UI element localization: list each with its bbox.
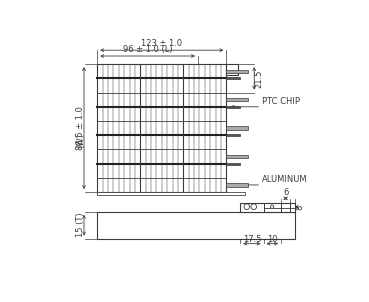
Text: PTC CHIP: PTC CHIP [262, 97, 300, 106]
Bar [97, 64, 226, 192]
Text: 123 ± 1.0: 123 ± 1.0 [141, 39, 182, 48]
Text: 8: 8 [296, 204, 304, 210]
Bar [226, 70, 248, 73]
Bar [226, 155, 248, 158]
Bar [97, 192, 245, 195]
Text: 6: 6 [283, 188, 288, 197]
Text: (W): (W) [76, 133, 85, 148]
Bar [226, 134, 240, 136]
Text: ALUMINUM: ALUMINUM [262, 175, 308, 184]
Bar [226, 127, 248, 130]
Bar [226, 163, 240, 165]
Bar [240, 203, 295, 212]
Circle shape [270, 205, 274, 208]
Circle shape [251, 204, 256, 210]
Text: 15 (T): 15 (T) [76, 213, 85, 237]
Text: 17.5: 17.5 [243, 235, 261, 244]
Bar [226, 64, 238, 75]
Bar [226, 183, 248, 187]
Bar [97, 212, 295, 239]
Bar [226, 106, 240, 108]
Bar [226, 77, 240, 79]
Bar [226, 98, 248, 101]
Circle shape [244, 204, 249, 210]
Text: 10: 10 [267, 235, 277, 244]
Text: 21.5: 21.5 [254, 69, 263, 88]
Text: 96 ± 1.0 (L): 96 ± 1.0 (L) [123, 45, 172, 54]
Text: 88.5 ± 1.0: 88.5 ± 1.0 [76, 106, 85, 150]
